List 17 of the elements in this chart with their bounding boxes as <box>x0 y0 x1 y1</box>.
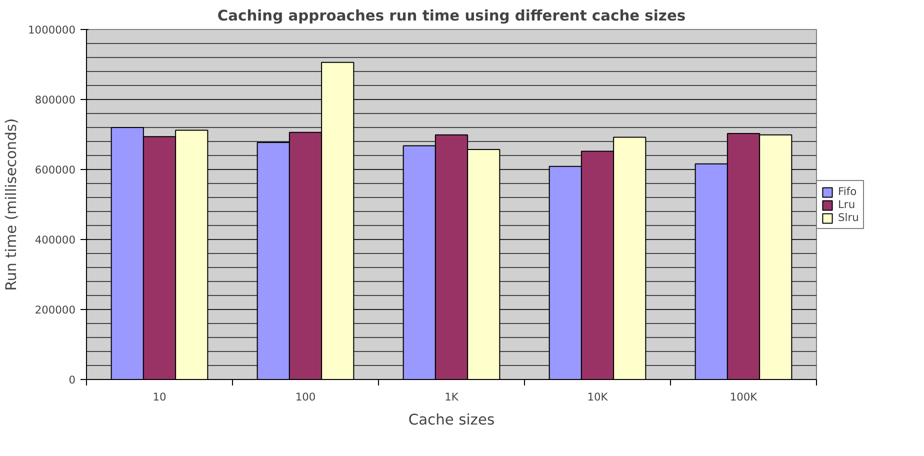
legend-label: Slru <box>838 211 859 224</box>
y-tick-label: 600000 <box>34 164 76 176</box>
y-tick-label: 200000 <box>34 304 76 316</box>
x-axis-title: Cache sizes <box>408 412 495 428</box>
x-tick-label: 10K <box>587 390 609 404</box>
y-tick-label: 400000 <box>34 234 76 246</box>
x-tick-label: 1K <box>444 390 460 404</box>
y-tick-label: 0 <box>68 374 76 386</box>
chart-title: Caching approaches run time using different cache sizes <box>217 8 686 24</box>
x-tick-label: 100 <box>295 390 316 404</box>
y-tick-label: 1000000 <box>28 24 76 36</box>
y-axis-title: Run time (milliseconds) <box>3 118 20 291</box>
x-tick-label: 10 <box>152 390 166 404</box>
legend-label: Lru <box>838 198 856 211</box>
x-tick-label: 100K <box>730 390 758 404</box>
y-tick-label: 800000 <box>34 94 76 106</box>
legend-label: Fifo <box>838 185 858 198</box>
